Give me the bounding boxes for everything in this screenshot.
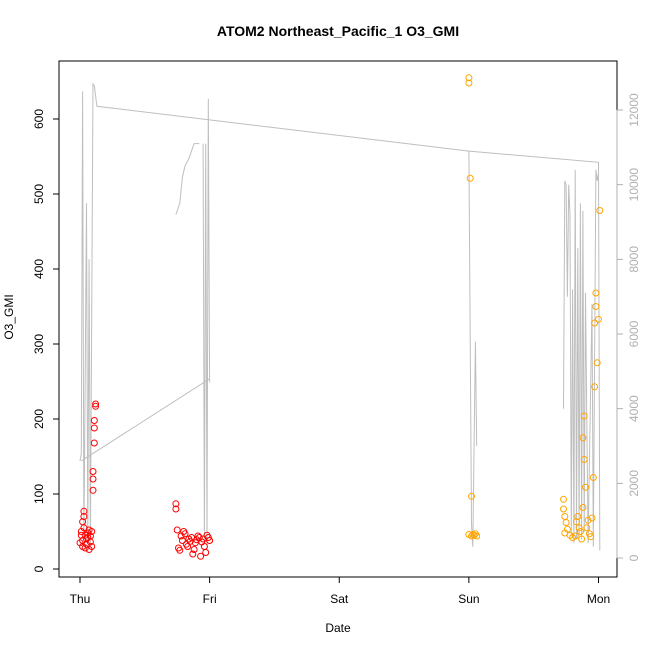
- data-point: [596, 207, 604, 214]
- y2-tick-label: 6000: [627, 320, 641, 347]
- data-point: [178, 537, 186, 544]
- data-point: [86, 538, 94, 546]
- data-point: [589, 474, 597, 481]
- data-point: [561, 513, 569, 520]
- data-point: [576, 528, 584, 535]
- data-point: [190, 546, 198, 553]
- x-tick-label: Mon: [587, 592, 610, 606]
- x-axis-label: Date: [325, 621, 351, 635]
- data-point: [571, 532, 579, 540]
- data-point: [580, 456, 588, 463]
- data-point: [575, 524, 583, 532]
- data-point: [560, 495, 567, 503]
- data-point: [206, 537, 214, 544]
- x-tick-label: Sun: [458, 592, 479, 606]
- data-point: [89, 486, 97, 494]
- y-tick-label: 100: [32, 484, 46, 504]
- data-point: [90, 439, 98, 447]
- data-point: [583, 524, 591, 532]
- data-point: [578, 535, 586, 543]
- data-point: [80, 513, 88, 520]
- data-point: [579, 504, 587, 511]
- data-point: [88, 543, 96, 550]
- x-tick-label: Fri: [203, 592, 217, 606]
- y-axis-label: O3_GMI: [2, 294, 16, 339]
- altitude-lines: [79, 82, 601, 551]
- y2-tick-label: 2000: [627, 470, 641, 497]
- data-point: [465, 74, 473, 82]
- altitude-line-1: [175, 143, 200, 215]
- data-point: [77, 531, 85, 539]
- chart-title: ATOM2 Northeast_Pacific_1 O3_GMI: [217, 23, 459, 39]
- y2-tick-label: 10000: [627, 168, 641, 202]
- data-point: [592, 289, 600, 297]
- y-tick-label: 500: [32, 184, 46, 204]
- y-tick-label: 0: [32, 565, 46, 572]
- data-point: [591, 319, 599, 327]
- secondary-y-axis: 0 2000 4000 6000 8000 10000 12000: [616, 93, 641, 561]
- data-point: [90, 424, 98, 432]
- data-point: [172, 500, 180, 508]
- plot-frame: [58, 60, 618, 578]
- data-point: [595, 315, 602, 323]
- y2-tick-label: 12000: [627, 93, 641, 127]
- data-point: [584, 516, 592, 524]
- data-point: [90, 417, 98, 424]
- data-point: [80, 507, 88, 515]
- data-point: [588, 514, 596, 522]
- data-point: [579, 434, 587, 442]
- data-points: [76, 74, 604, 560]
- data-point: [181, 530, 189, 538]
- data-point: [194, 532, 202, 540]
- x-tick-label: Thu: [70, 592, 91, 606]
- data-point: [580, 412, 588, 420]
- data-point: [587, 533, 595, 541]
- data-point: [173, 526, 181, 534]
- data-point: [592, 303, 600, 310]
- data-point: [172, 505, 180, 513]
- data-point: [574, 513, 582, 520]
- data-point: [197, 552, 205, 560]
- x-axis: Thu Fri Sat Sun Mon: [70, 576, 610, 606]
- y-tick-label: 200: [32, 409, 46, 429]
- data-point: [88, 528, 96, 535]
- y-tick-label: 400: [32, 259, 46, 279]
- altitude-line-3: [468, 151, 478, 547]
- data-point: [560, 505, 567, 513]
- data-point: [473, 532, 481, 540]
- y2-tick-label: 8000: [627, 246, 641, 273]
- y-axis: 0 100 200 300 400 500 600: [32, 109, 60, 572]
- data-point: [562, 519, 570, 526]
- data-point: [591, 383, 599, 391]
- y-tick-label: 600: [32, 109, 46, 129]
- altitude-line-2: [81, 98, 211, 547]
- y2-tick-label: 4000: [627, 395, 641, 422]
- y2-tick-label: 0: [627, 554, 641, 561]
- data-point: [202, 549, 210, 556]
- data-point: [465, 79, 473, 87]
- altitude-line-0: [79, 82, 601, 551]
- data-point: [468, 492, 475, 500]
- data-point: [81, 544, 89, 552]
- data-point: [176, 546, 184, 554]
- data-point: [466, 174, 474, 182]
- data-point: [189, 550, 197, 558]
- y-tick-label: 300: [32, 334, 46, 354]
- data-point: [593, 359, 601, 367]
- data-point: [89, 468, 97, 475]
- altitude-line-4: [563, 169, 599, 547]
- data-point: [89, 475, 97, 483]
- data-point: [92, 402, 100, 410]
- plot-box: [58, 60, 618, 578]
- data-point: [563, 525, 571, 533]
- data-point: [92, 400, 100, 408]
- x-tick-label: Sat: [330, 592, 349, 606]
- data-point: [582, 483, 589, 491]
